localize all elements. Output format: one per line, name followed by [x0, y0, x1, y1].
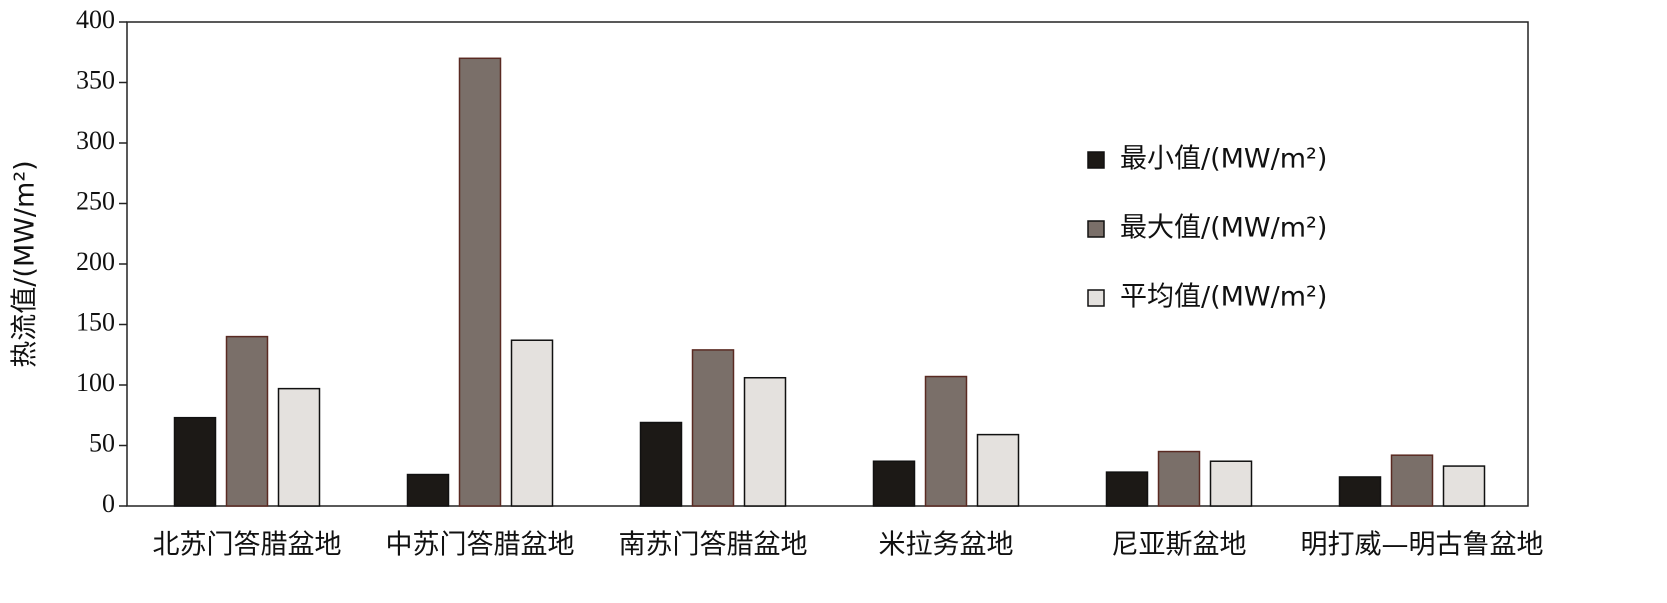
y-tick-label: 100 [76, 368, 115, 397]
legend-label: 平均值/(MW/m²) [1120, 282, 1327, 313]
bar [924, 375, 968, 507]
x-tick-label: 尼亚斯盆地 [1112, 530, 1247, 561]
bar [872, 460, 916, 507]
x-tick-label: 明打威—明古鲁盆地 [1301, 530, 1544, 561]
bar [1390, 454, 1434, 507]
y-tick-label: 250 [76, 186, 115, 215]
y-tick-label: 150 [76, 307, 115, 336]
legend-label: 最小值/(MW/m²) [1120, 144, 1327, 175]
x-tick-label: 北苏门答腊盆地 [153, 530, 342, 561]
y-tick-label: 50 [89, 428, 115, 457]
bar [1209, 460, 1253, 507]
bar [173, 416, 217, 507]
legend-label: 最大值/(MW/m²) [1120, 213, 1327, 244]
x-tick-label: 南苏门答腊盆地 [619, 530, 808, 561]
bar [691, 349, 735, 507]
y-tick-label: 0 [102, 489, 115, 518]
bar [277, 387, 321, 507]
y-tick-label: 350 [76, 65, 115, 94]
bar [1105, 471, 1149, 507]
bar [639, 421, 683, 507]
legend-swatch [1087, 151, 1105, 169]
plot-frame [126, 21, 1529, 507]
bar [458, 57, 502, 507]
bar [976, 433, 1020, 507]
y-tick-label: 400 [76, 5, 115, 34]
x-tick-label: 中苏门答腊盆地 [386, 530, 575, 561]
bar [1338, 476, 1382, 507]
x-tick-label: 米拉务盆地 [879, 530, 1014, 561]
bar [1442, 465, 1486, 507]
legend-swatch [1087, 289, 1105, 307]
y-axis-label: 热流值/(MW/m²) [10, 160, 41, 367]
bar [510, 339, 554, 507]
bar [1157, 450, 1201, 507]
bar [743, 376, 787, 507]
y-tick-label: 300 [76, 126, 115, 155]
bar [225, 335, 269, 507]
bar [406, 473, 450, 507]
y-tick-label: 200 [76, 247, 115, 276]
legend-swatch [1087, 220, 1105, 238]
